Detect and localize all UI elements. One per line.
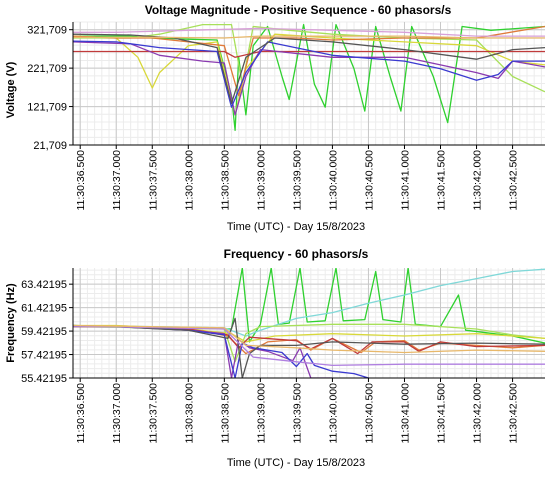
frequency-chart-title: Frequency - 60 phasors/s — [224, 247, 369, 261]
frequency-y-axis-label: Frequency (Hz) — [5, 283, 17, 363]
x-tick-label: 11:30:37.000 — [111, 383, 123, 444]
x-tick-label: 11:30:42.000 — [472, 150, 484, 211]
x-tick-label: 11:30:41.000 — [399, 383, 411, 444]
x-tick-label: 11:30:38.500 — [219, 383, 231, 444]
y-tick-label: 63.42195 — [21, 279, 67, 291]
y-tick-label: 21,709 — [33, 140, 67, 152]
x-tick-label: 11:30:40.500 — [363, 150, 375, 211]
x-tick-label: 11:30:36.500 — [75, 150, 87, 211]
x-tick-label: 11:30:38.500 — [219, 150, 231, 211]
x-tick-label: 11:30:37.000 — [111, 150, 123, 211]
voltage-series-line-9 — [73, 27, 545, 37]
x-tick-label: 11:30:40.000 — [327, 383, 339, 444]
frequency-series-group — [73, 268, 545, 378]
x-tick-label: 11:30:39.500 — [291, 150, 303, 211]
x-tick-label: 11:30:42.000 — [472, 383, 484, 444]
voltage-y-axis-label: Voltage (V) — [5, 61, 17, 118]
y-tick-label: 55.42195 — [21, 373, 67, 385]
y-tick-label: 221,709 — [27, 63, 67, 75]
voltage-series-line-10 — [73, 35, 545, 39]
x-tick-label: 11:30:38.000 — [183, 383, 195, 444]
y-tick-label: 59.42195 — [21, 326, 67, 338]
y-tick-label: 321,709 — [27, 25, 67, 37]
x-tick-label: 11:30:39.000 — [255, 150, 267, 211]
x-tick-label: 11:30:41.500 — [436, 150, 448, 211]
x-tick-label: 11:30:42.500 — [508, 383, 520, 444]
frequency-chart: Frequency - 60 phasors/s Frequency (Hz) … — [5, 247, 545, 469]
y-tick-label: 121,709 — [27, 102, 67, 114]
frequency-series-line-11 — [73, 324, 545, 354]
frequency-x-axis-label: Time (UTC) - Day 15/8/2023 — [227, 457, 365, 469]
x-tick-label: 11:30:39.500 — [291, 383, 303, 444]
x-tick-label: 11:30:41.500 — [436, 383, 448, 444]
x-tick-label: 11:30:39.000 — [255, 383, 267, 444]
frequency-series-line-10 — [73, 325, 545, 367]
voltage-series-group — [73, 23, 545, 131]
x-tick-label: 11:30:37.500 — [147, 150, 159, 211]
voltage-chart-title: Voltage Magnitude - Positive Sequence - … — [145, 3, 452, 17]
y-tick-label: 61.42195 — [21, 303, 67, 315]
voltage-chart: Voltage Magnitude - Positive Sequence - … — [5, 3, 545, 233]
x-tick-label: 11:30:42.500 — [508, 150, 520, 211]
x-tick-label: 11:30:40.500 — [363, 383, 375, 444]
x-tick-label: 11:30:37.500 — [147, 383, 159, 444]
x-tick-label: 11:30:36.500 — [75, 383, 87, 444]
x-tick-label: 11:30:38.000 — [183, 150, 195, 211]
y-tick-label: 57.42195 — [21, 350, 67, 362]
voltage-series-line-2 — [73, 23, 545, 93]
frequency-series-line-2 — [73, 268, 545, 337]
voltage-series-line-7 — [73, 40, 545, 108]
frequency-series-line-9 — [73, 317, 545, 378]
x-tick-label: 11:30:41.000 — [399, 150, 411, 211]
voltage-x-axis-label: Time (UTC) - Day 15/8/2023 — [227, 221, 365, 233]
frequency-series-line-3 — [73, 323, 545, 363]
x-tick-label: 11:30:40.000 — [327, 150, 339, 211]
